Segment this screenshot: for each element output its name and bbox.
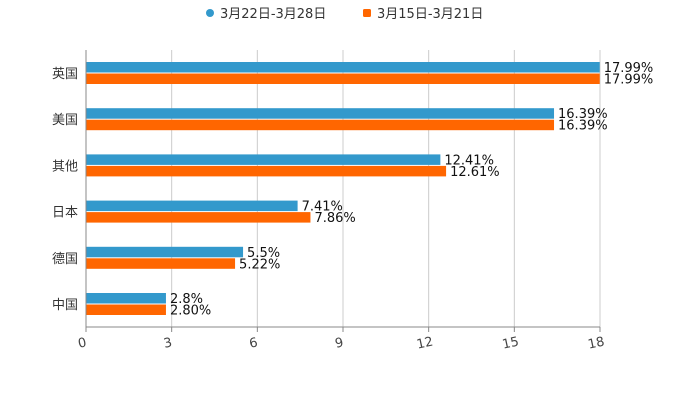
data-label-1-5: 5.5% [247,246,280,261]
bar-1-3[interactable] [86,154,441,165]
x-tick-label-12: 12 [415,335,434,353]
bar-2-4[interactable] [86,212,311,223]
legend-marker-2 [363,9,371,17]
x-tick-label-15: 15 [501,335,520,353]
bar-2-1[interactable] [86,73,600,85]
legend-item-2[interactable]: 3月15日-3月21日 [363,7,483,22]
bar-1-2[interactable] [86,108,555,119]
grid-lines [171,50,601,327]
data-label-2-5: 5.22% [239,257,280,272]
bar-1-1[interactable] [86,62,600,73]
category-label-1: 英国 [52,67,78,82]
data-label-1-1: 17.99% [604,61,654,76]
bars [86,62,600,315]
x-tick-label-3: 3 [162,335,173,351]
data-label-1-3: 12.41% [444,153,494,168]
bar-1-6[interactable] [86,293,166,304]
legend-marker-1 [206,9,214,17]
category-label-4: 日本 [52,206,78,221]
bar-1-5[interactable] [86,246,244,258]
data-label-1-4: 7.41% [302,200,343,215]
x-tick-label-18: 18 [587,335,606,353]
x-tick-label-9: 9 [334,335,345,351]
data-label-2-6: 2.80% [170,304,211,319]
category-label-3: 其他 [52,159,78,174]
legend-item-1[interactable]: 3月22日-3月28日 [206,7,326,22]
x-tick-label-6: 6 [248,335,259,351]
data-label-1-2: 16.39% [558,107,608,122]
data-label-1-6: 2.8% [170,292,203,307]
bar-2-3[interactable] [86,165,447,177]
bar-1-4[interactable] [86,200,298,212]
data-label-2-1: 17.99% [604,73,654,88]
legend-label-1: 3月22日-3月28日 [220,7,326,22]
bar-2-6[interactable] [86,304,166,316]
data-label-2-2: 16.39% [558,119,608,134]
bar-2-5[interactable] [86,258,236,269]
bar-2-2[interactable] [86,119,555,131]
labels: 17.99%17.99% 英国 16.39%16.39% 美国 12.41%12.61%… [52,61,653,319]
category-label-2: 美国 [52,113,78,128]
data-label-2-3: 12.61% [450,165,500,180]
category-label-5: 德国 [52,252,78,267]
data-label-2-4: 7.86% [314,211,355,226]
legend-label-2: 3月15日-3月21日 [377,7,483,22]
axes: 0 3 6 9 12 15 18 [77,50,606,353]
x-tick-label-0: 0 [77,335,88,351]
legend: 3月22日-3月28日 3月15日-3月21日 [206,7,483,22]
category-label-6: 中国 [52,298,78,313]
